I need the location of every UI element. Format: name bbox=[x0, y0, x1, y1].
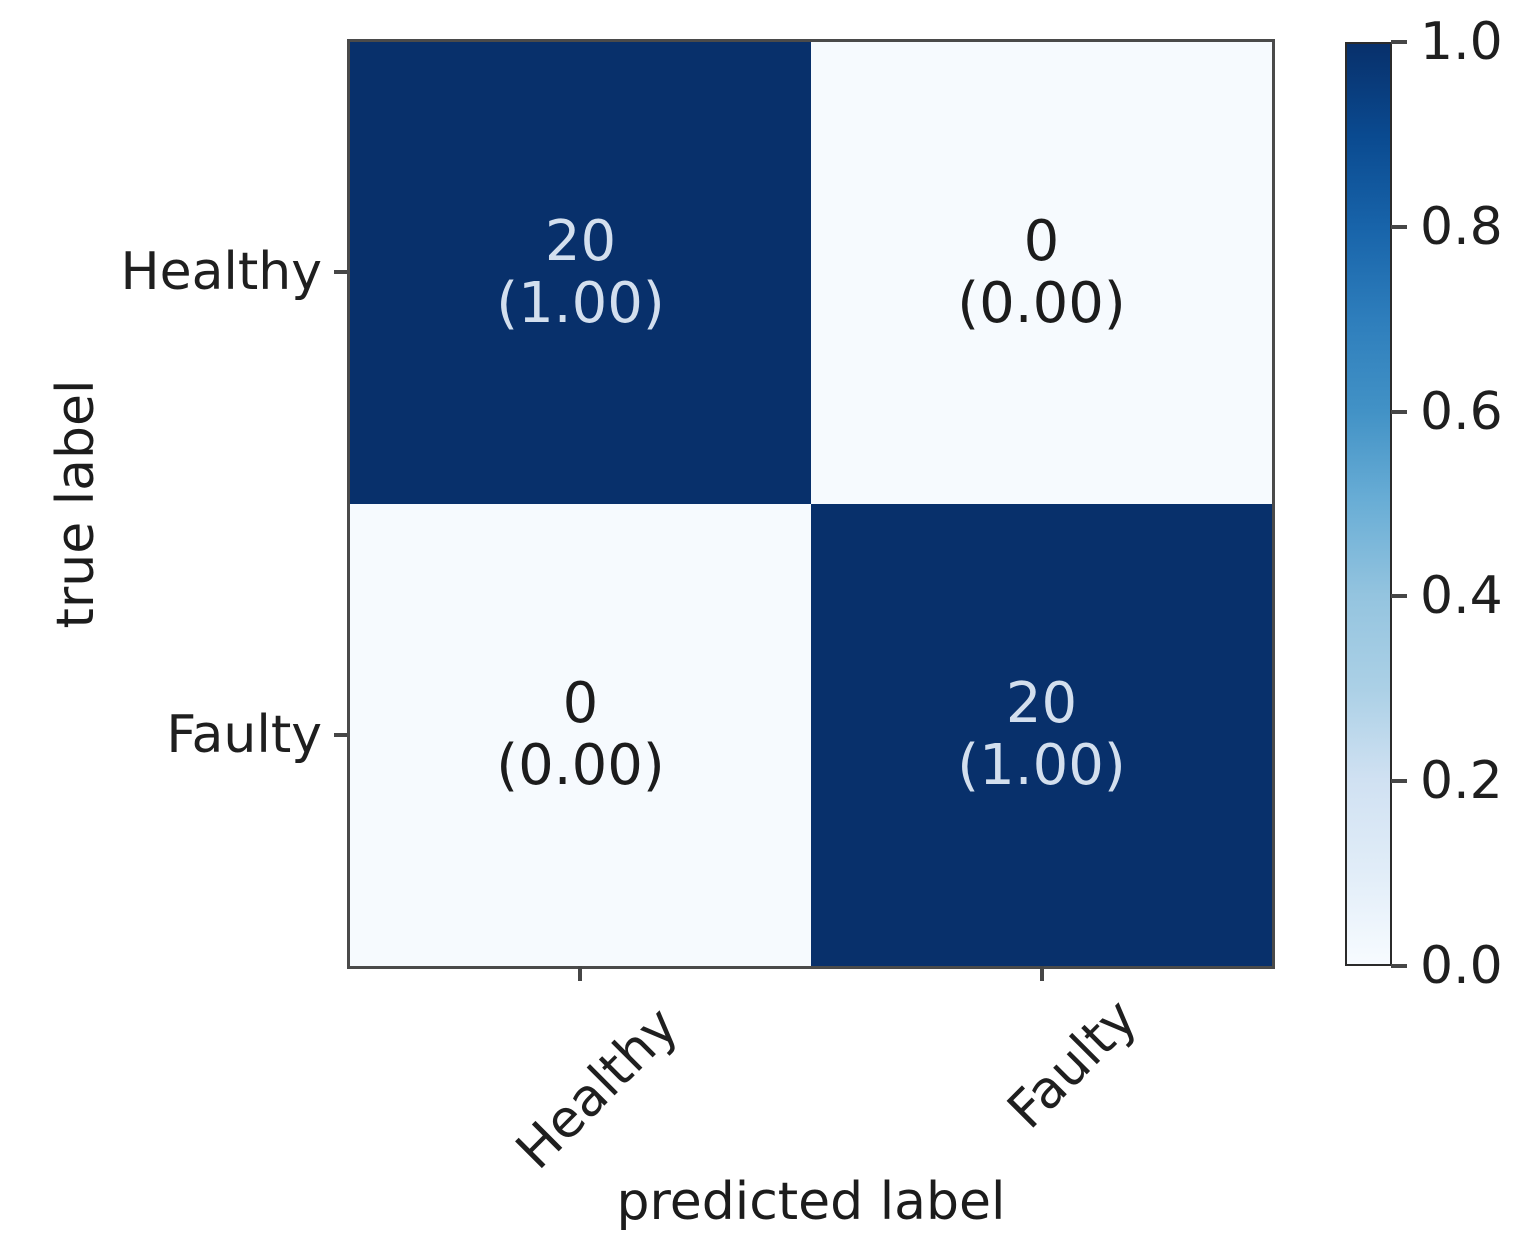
x-axis-label: predicted label bbox=[616, 1172, 1006, 1232]
colorbar-tick-mark-0 bbox=[1391, 40, 1407, 44]
cell-rate: (1.00) bbox=[957, 733, 1126, 798]
y-axis-label: true label bbox=[46, 379, 106, 629]
cell-count: 0 bbox=[1023, 209, 1060, 274]
xtick-label-healthy: Healthy bbox=[505, 996, 691, 1181]
ytick-label-healthy: Healthy bbox=[120, 242, 322, 302]
xtick-mark-faulty bbox=[1040, 966, 1044, 981]
cell-true-healthy-pred-healthy: 20 (1.00) bbox=[350, 42, 811, 504]
cell-rate: (0.00) bbox=[957, 271, 1126, 336]
cell-true-faulty-pred-faulty: 20 (1.00) bbox=[811, 504, 1272, 966]
colorbar-tick-label-5: 0.0 bbox=[1420, 936, 1503, 996]
colorbar-tick-mark-5 bbox=[1391, 964, 1407, 968]
ytick-label-faulty: Faulty bbox=[166, 705, 322, 765]
colorbar-tick-label-0: 1.0 bbox=[1420, 12, 1503, 72]
cell-count: 20 bbox=[544, 209, 617, 274]
xtick-label-faulty: Faulty bbox=[996, 988, 1150, 1141]
xtick-mark-healthy bbox=[578, 966, 582, 981]
cell-rate: (1.00) bbox=[496, 271, 665, 336]
colorbar-tick-label-4: 0.2 bbox=[1420, 751, 1503, 811]
colorbar-tick-label-3: 0.4 bbox=[1420, 566, 1503, 626]
cell-true-healthy-pred-faulty: 0 (0.00) bbox=[811, 42, 1272, 504]
ytick-mark-healthy bbox=[334, 270, 349, 274]
colorbar-tick-mark-3 bbox=[1391, 594, 1407, 598]
cell-count: 20 bbox=[1005, 671, 1078, 736]
ytick-mark-faulty bbox=[334, 733, 349, 737]
colorbar-tick-mark-4 bbox=[1391, 779, 1407, 783]
heatmap-grid: 20 (1.00) 0 (0.00) 0 (0.00) 20 (1.00) bbox=[347, 39, 1275, 969]
colorbar-tick-mark-2 bbox=[1391, 410, 1407, 414]
cell-true-faulty-pred-healthy: 0 (0.00) bbox=[350, 504, 811, 966]
cell-rate: (0.00) bbox=[496, 733, 665, 798]
colorbar-tick-mark-1 bbox=[1391, 225, 1407, 229]
colorbar-tick-label-1: 0.8 bbox=[1420, 197, 1503, 257]
colorbar-tick-label-2: 0.6 bbox=[1420, 382, 1503, 442]
cell-count: 0 bbox=[562, 671, 599, 736]
colorbar bbox=[1345, 42, 1392, 966]
